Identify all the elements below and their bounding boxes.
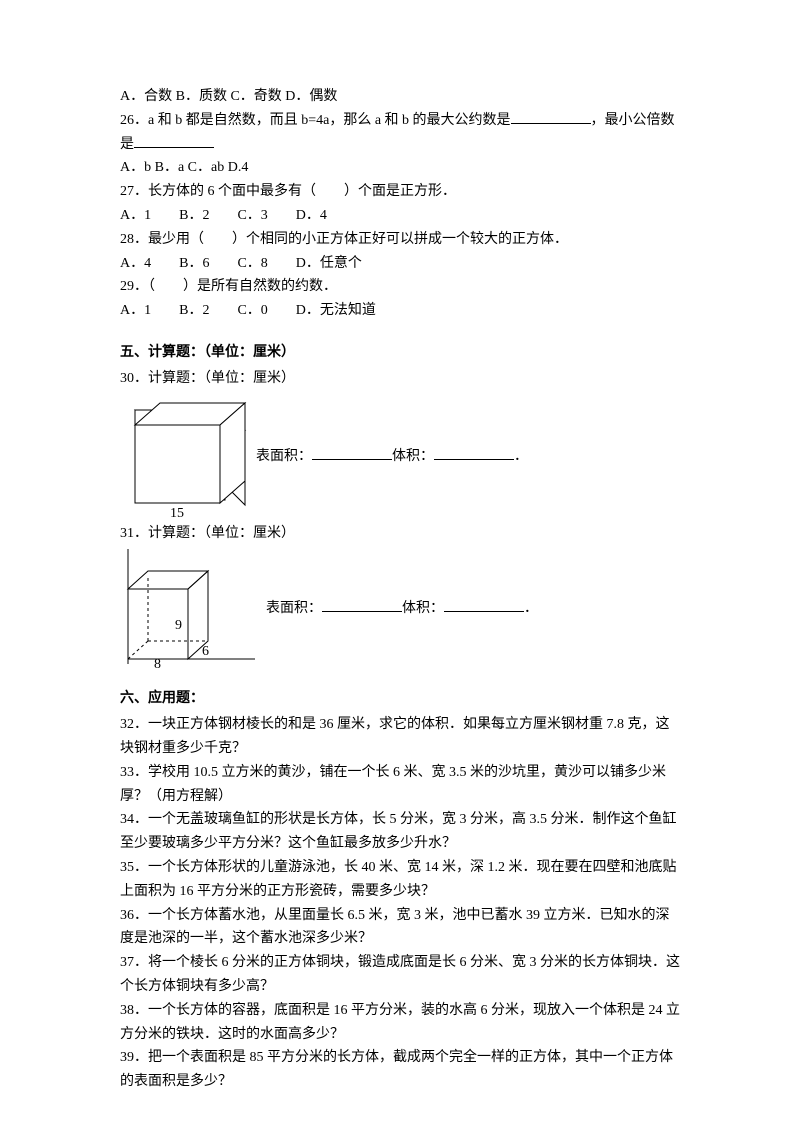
q26-stem-c: 是 xyxy=(120,137,134,152)
q30-stem: 30．计算题：（单位：厘米） xyxy=(120,367,683,391)
q30-cube-svg: 15 xyxy=(120,395,250,520)
q26-blank-2[interactable] xyxy=(134,133,214,148)
q35: 35．一个长方体形状的儿童游泳池，长 40 米、宽 14 米，深 1.2 米．现… xyxy=(120,856,683,904)
q29-stem: 29．（ ）是所有自然数的约数． xyxy=(120,275,683,299)
q39: 39．把一个表面积是 85 平方分米的长方体，截成两个完全一样的正方体，其中一个… xyxy=(120,1046,683,1094)
q30-edge-label: 15 xyxy=(170,506,184,520)
q33: 33．学校用 10.5 立方米的黄沙，铺在一个长 6 米、宽 3.5 米的沙坑里… xyxy=(120,761,683,809)
q27-stem: 27．长方体的 6 个面中最多有（ ）个面是正方形． xyxy=(120,180,683,204)
q26-stem-b: ，最小公倍数 xyxy=(591,113,675,128)
q28-stem: 28．最少用（ ）个相同的小正方体正好可以拼成一个较大的正方体． xyxy=(120,228,683,252)
q28-options: A．4 B．6 C．8 D．任意个 xyxy=(120,252,683,276)
q27-options: A．1 B．2 C．3 D．4 xyxy=(120,204,683,228)
q31-cuboid-svg: 9 6 8 xyxy=(120,549,260,669)
q31-prompt-b: 体积： xyxy=(402,601,444,616)
q31-figure-row: 9 6 8 表面积： 体积： ． xyxy=(120,549,683,669)
q26-stem: 26．a 和 b 都是自然数，而且 b=4a，那么 a 和 b 的最大公约数是 ，… xyxy=(120,109,683,133)
q26-options: A．b B．a C．ab D.4 xyxy=(120,156,683,180)
q31-w-label: 6 xyxy=(202,644,209,659)
q31-prompt: 表面积： 体积： ． xyxy=(266,597,538,621)
q31-prompt-a: 表面积： xyxy=(266,601,322,616)
q31-h-label: 9 xyxy=(175,618,182,633)
q38: 38．一个长方体的容器，底面积是 16 平方分米，装的水高 6 分米，现放入一个… xyxy=(120,999,683,1047)
q30-figure-row: 15 表面积： 体积： ． xyxy=(120,395,683,520)
q37: 37．将一个棱长 6 分米的正方体铜块，锻造成底面是长 6 分米、宽 3 分米的… xyxy=(120,951,683,999)
q31-prompt-end: ． xyxy=(524,601,538,616)
q26-blank-1[interactable] xyxy=(511,109,591,124)
q31-stem: 31．计算题：（单位：厘米） xyxy=(120,522,683,546)
q31-blank-1[interactable] xyxy=(322,597,402,612)
q30-prompt-a: 表面积： xyxy=(256,449,312,464)
q26-stem-a: 26．a 和 b 都是自然数，而且 b=4a，那么 a 和 b 的最大公约数是 xyxy=(120,113,511,128)
section5-header: 五、计算题：（单位：厘米） xyxy=(120,341,683,365)
q36: 36．一个长方体蓄水池，从里面量长 6.5 米，宽 3 米，池中已蓄水 39 立… xyxy=(120,904,683,952)
q30-prompt: 表面积： 体积： ． xyxy=(256,445,528,469)
q30-prompt-end: ． xyxy=(514,449,528,464)
section6-header: 六、应用题： xyxy=(120,687,683,711)
q34: 34．一个无盖玻璃鱼缸的形状是长方体，长 5 分米，宽 3 分米，高 3.5 分… xyxy=(120,808,683,856)
q32: 32．一块正方体钢材棱长的和是 36 厘米，求它的体积．如果每立方厘米钢材重 7… xyxy=(120,713,683,761)
q31-l-label: 8 xyxy=(154,657,161,669)
q30-blank-1[interactable] xyxy=(312,445,392,460)
q25-options: A．合数 B．质数 C．奇数 D．偶数 xyxy=(120,85,683,109)
q31-blank-2[interactable] xyxy=(444,597,524,612)
q30-blank-2[interactable] xyxy=(434,445,514,460)
q26-stem-line2: 是 xyxy=(120,133,683,157)
q29-options: A．1 B．2 C．0 D．无法知道 xyxy=(120,299,683,323)
q30-prompt-b: 体积： xyxy=(392,449,434,464)
